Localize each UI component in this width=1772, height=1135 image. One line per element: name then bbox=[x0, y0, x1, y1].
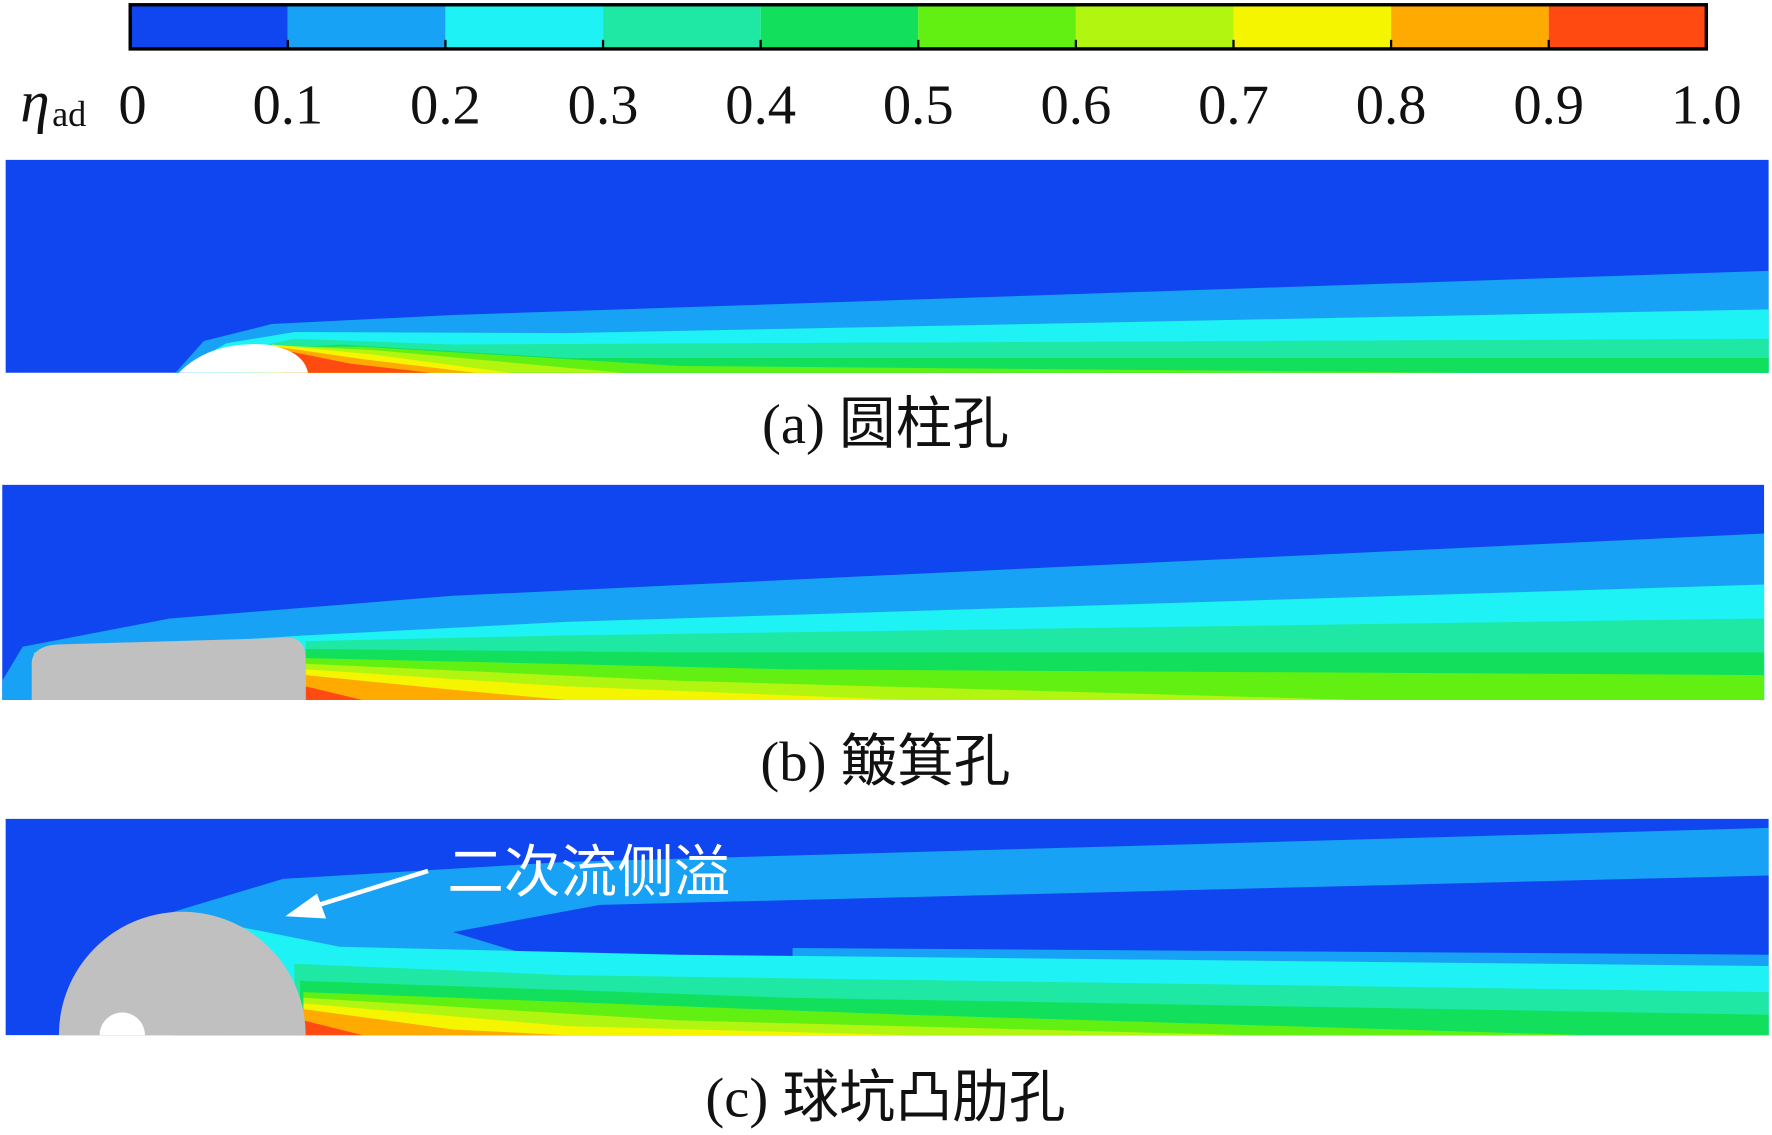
annotation: 二次流侧溢 bbox=[447, 842, 730, 904]
colorbar-tick-label: 1.0 bbox=[1671, 75, 1742, 137]
colorbar-band bbox=[1233, 4, 1392, 49]
annotation-arrow bbox=[310, 868, 429, 910]
contour-band bbox=[249, 346, 1472, 373]
contour-band bbox=[305, 686, 363, 700]
colorbar-symbol: η bbox=[20, 69, 49, 134]
caption: (b) 簸箕孔 bbox=[760, 731, 1010, 793]
colorbar-subscript: ad bbox=[52, 94, 86, 134]
colorbar-band bbox=[760, 4, 919, 49]
hole-outline bbox=[99, 1012, 145, 1036]
caption: (a) 圆柱孔 bbox=[762, 394, 1009, 456]
colorbar-tick-label: 0.6 bbox=[1040, 75, 1111, 137]
colorbar-tick-label: 0.2 bbox=[410, 75, 481, 137]
hole-outline bbox=[31, 637, 306, 700]
colorbar-tick-label: 0 bbox=[118, 75, 146, 137]
colorbar-band bbox=[603, 4, 761, 49]
colorbar-band bbox=[445, 4, 604, 49]
colorbar-tick-label: 0.3 bbox=[568, 75, 639, 137]
caption: (c) 球坑凸肋孔 bbox=[705, 1068, 1065, 1130]
contour-panel bbox=[5, 159, 1769, 373]
colorbar-band bbox=[1075, 4, 1234, 49]
hole-outline bbox=[178, 344, 308, 373]
colorbar-tick-label: 0.1 bbox=[252, 75, 323, 137]
colorbar-tick-label: 0.9 bbox=[1513, 75, 1584, 137]
colorbar-band bbox=[1548, 4, 1707, 49]
contour-panel bbox=[5, 818, 1769, 1036]
contour-panel bbox=[2, 484, 1765, 700]
contour-band bbox=[283, 350, 431, 373]
colorbar-band bbox=[130, 4, 288, 49]
annotation-arrowhead bbox=[285, 893, 327, 919]
contour-band bbox=[303, 1003, 906, 1036]
colorbar-tick-label: 0.5 bbox=[883, 75, 954, 137]
colorbar-band bbox=[918, 4, 1076, 49]
colorbar-tick-label: 0.7 bbox=[1198, 75, 1269, 137]
colorbar-band bbox=[287, 4, 446, 49]
contour-band bbox=[303, 1009, 567, 1036]
colorbar-band bbox=[1391, 4, 1549, 49]
colorbar-tick-label: 0.4 bbox=[725, 75, 796, 137]
contour-band bbox=[305, 675, 567, 700]
hole-outline bbox=[58, 911, 306, 1036]
panels bbox=[2, 159, 1769, 1036]
colorbar-tick-label: 0.8 bbox=[1356, 75, 1427, 137]
